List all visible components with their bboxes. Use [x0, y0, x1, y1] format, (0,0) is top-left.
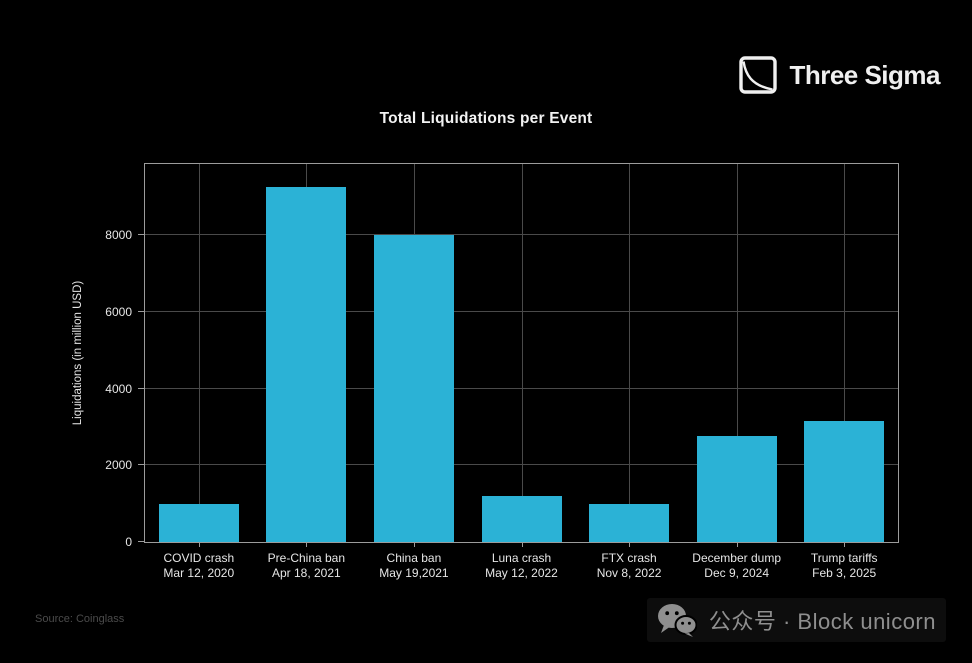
bar-trump-tariffs — [804, 421, 885, 542]
x-tick-event-date: Apr 18, 2021 — [271, 566, 341, 580]
y-tick-label: 6000 — [105, 304, 132, 319]
y-tick-label: 8000 — [105, 228, 132, 242]
x-tick-label: Pre-China ban Apr 18, 2021 — [268, 551, 345, 581]
x-tick-event-name: Pre-China ban — [267, 551, 346, 565]
x-axis-tick — [413, 542, 415, 547]
x-axis-tick — [306, 542, 308, 547]
chart-title: Total Liquidations per Event — [379, 110, 593, 127]
bar-ftx-crash — [589, 503, 670, 542]
x-tick-event-name: COVID crash — [163, 551, 235, 565]
x-tick-event-date: Dec 9, 2024 — [704, 566, 769, 580]
x-axis-tick — [198, 542, 200, 547]
wechat-branding: 公众号 · Block unicorn — [646, 598, 946, 642]
y-axis-tick — [138, 464, 145, 466]
bar-december-dump — [696, 436, 777, 542]
wechat-branding-text: 公众号 · Block unicorn — [708, 609, 936, 634]
x-tick-event-name: FTX crash — [601, 551, 657, 565]
wechat-icon — [657, 603, 697, 637]
horizontal-gridline — [145, 464, 898, 466]
vertical-gridline — [629, 164, 631, 542]
x-axis-tick — [521, 542, 523, 547]
x-tick-label: China ban May 19,2021 — [379, 551, 448, 581]
x-tick-label: COVID crash Mar 12, 2020 — [163, 551, 234, 581]
vertical-gridline — [521, 164, 523, 542]
y-axis-tick — [138, 387, 145, 389]
y-axis-tick — [138, 541, 145, 542]
x-tick-label: Luna crash May 12, 2022 — [485, 551, 558, 581]
vertical-gridline — [844, 164, 846, 542]
x-axis-tick — [736, 542, 738, 547]
vertical-gridline — [198, 164, 200, 542]
x-axis-tick — [844, 542, 846, 547]
y-tick-label: 0 — [125, 535, 132, 549]
source-text: Source: Coinglass — [35, 613, 125, 625]
x-tick-event-date: Mar 12, 2020 — [163, 566, 235, 580]
vertical-gridline — [736, 164, 738, 542]
three-sigma-logo-icon — [738, 55, 778, 95]
y-tick-label: 4000 — [105, 381, 132, 396]
x-tick-label: FTX crash Nov 8, 2022 — [597, 551, 662, 581]
y-axis-tick — [138, 234, 145, 235]
x-tick-event-date: Feb 3, 2025 — [812, 566, 877, 580]
bar-luna-crash — [481, 495, 562, 542]
y-axis-title: Liquidations (in million USD) — [72, 280, 84, 426]
three-sigma-logo-text: Three Sigma — [789, 59, 940, 90]
bar-china-ban — [373, 235, 454, 542]
x-tick-event-name: Luna crash — [491, 551, 552, 565]
y-axis-tick — [138, 310, 145, 312]
three-sigma-logo: Three Sigma — [738, 55, 940, 95]
x-tick-event-name: China ban — [386, 551, 442, 565]
y-tick-label: 2000 — [105, 458, 132, 473]
x-tick-event-date: Nov 8, 2022 — [596, 566, 662, 580]
x-tick-event-name: December dump — [692, 551, 781, 565]
horizontal-gridline — [145, 234, 898, 235]
x-tick-event-date: May 19,2021 — [379, 566, 449, 580]
bar-covid-crash — [158, 503, 239, 542]
x-tick-event-date: May 12, 2022 — [485, 566, 558, 580]
plot-area: 0 2000 4000 6000 8000 COVID crash Mar 12, 2020… — [105, 163, 899, 580]
x-tick-label: December dump Dec 9, 2024 — [692, 551, 781, 581]
x-tick-event-name: Trump tariffs — [810, 551, 878, 565]
horizontal-gridline — [145, 310, 898, 312]
x-tick-label: Trump tariffs Feb 3, 2025 — [811, 551, 878, 581]
x-axis-tick — [629, 542, 631, 547]
bar-pre-china-ban — [266, 187, 347, 542]
horizontal-gridline — [145, 387, 898, 389]
